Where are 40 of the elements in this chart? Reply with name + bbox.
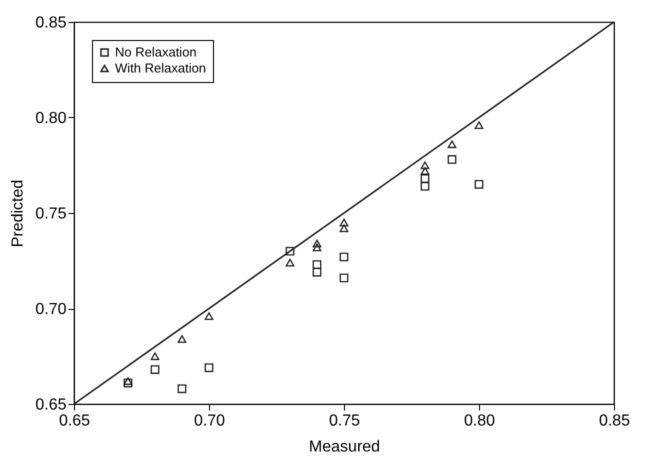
legend-label: With Relaxation xyxy=(115,60,206,76)
x-tick-label: 0.70 xyxy=(194,412,226,430)
x-tick-label: 0.80 xyxy=(464,412,496,430)
point xyxy=(474,180,484,189)
y-tick-label: 0.80 xyxy=(35,110,67,127)
y-tick-label: 0.65 xyxy=(35,396,67,414)
point xyxy=(286,246,294,256)
point xyxy=(448,140,456,148)
point xyxy=(178,384,186,394)
x-tick-label: 0.85 xyxy=(598,412,630,430)
point xyxy=(420,167,430,175)
point xyxy=(204,363,214,372)
y-tick-label: 0.70 xyxy=(35,301,67,318)
point xyxy=(340,274,348,282)
point xyxy=(448,155,456,164)
point xyxy=(340,218,348,226)
y-axis-title: Predicted xyxy=(9,180,26,248)
point xyxy=(340,252,348,262)
point xyxy=(124,378,132,388)
point xyxy=(150,365,160,374)
point xyxy=(312,268,322,277)
x-tick-label: 0.65 xyxy=(58,412,90,430)
point xyxy=(312,260,322,269)
point xyxy=(286,258,294,267)
y-tick-label: 0.85 xyxy=(35,14,67,32)
point xyxy=(420,182,430,191)
x-axis-title: Measured xyxy=(308,438,380,456)
legend-label: No Relaxation xyxy=(115,44,197,60)
point xyxy=(474,121,484,129)
point xyxy=(420,174,430,183)
point xyxy=(312,244,322,252)
point xyxy=(420,161,430,170)
point xyxy=(312,240,322,248)
point xyxy=(178,335,186,343)
point xyxy=(340,224,348,232)
x-tick-label: 0.75 xyxy=(328,412,360,430)
point xyxy=(204,312,214,320)
y-tick-label: 0.75 xyxy=(35,206,67,222)
point xyxy=(124,377,132,385)
point xyxy=(150,352,160,360)
